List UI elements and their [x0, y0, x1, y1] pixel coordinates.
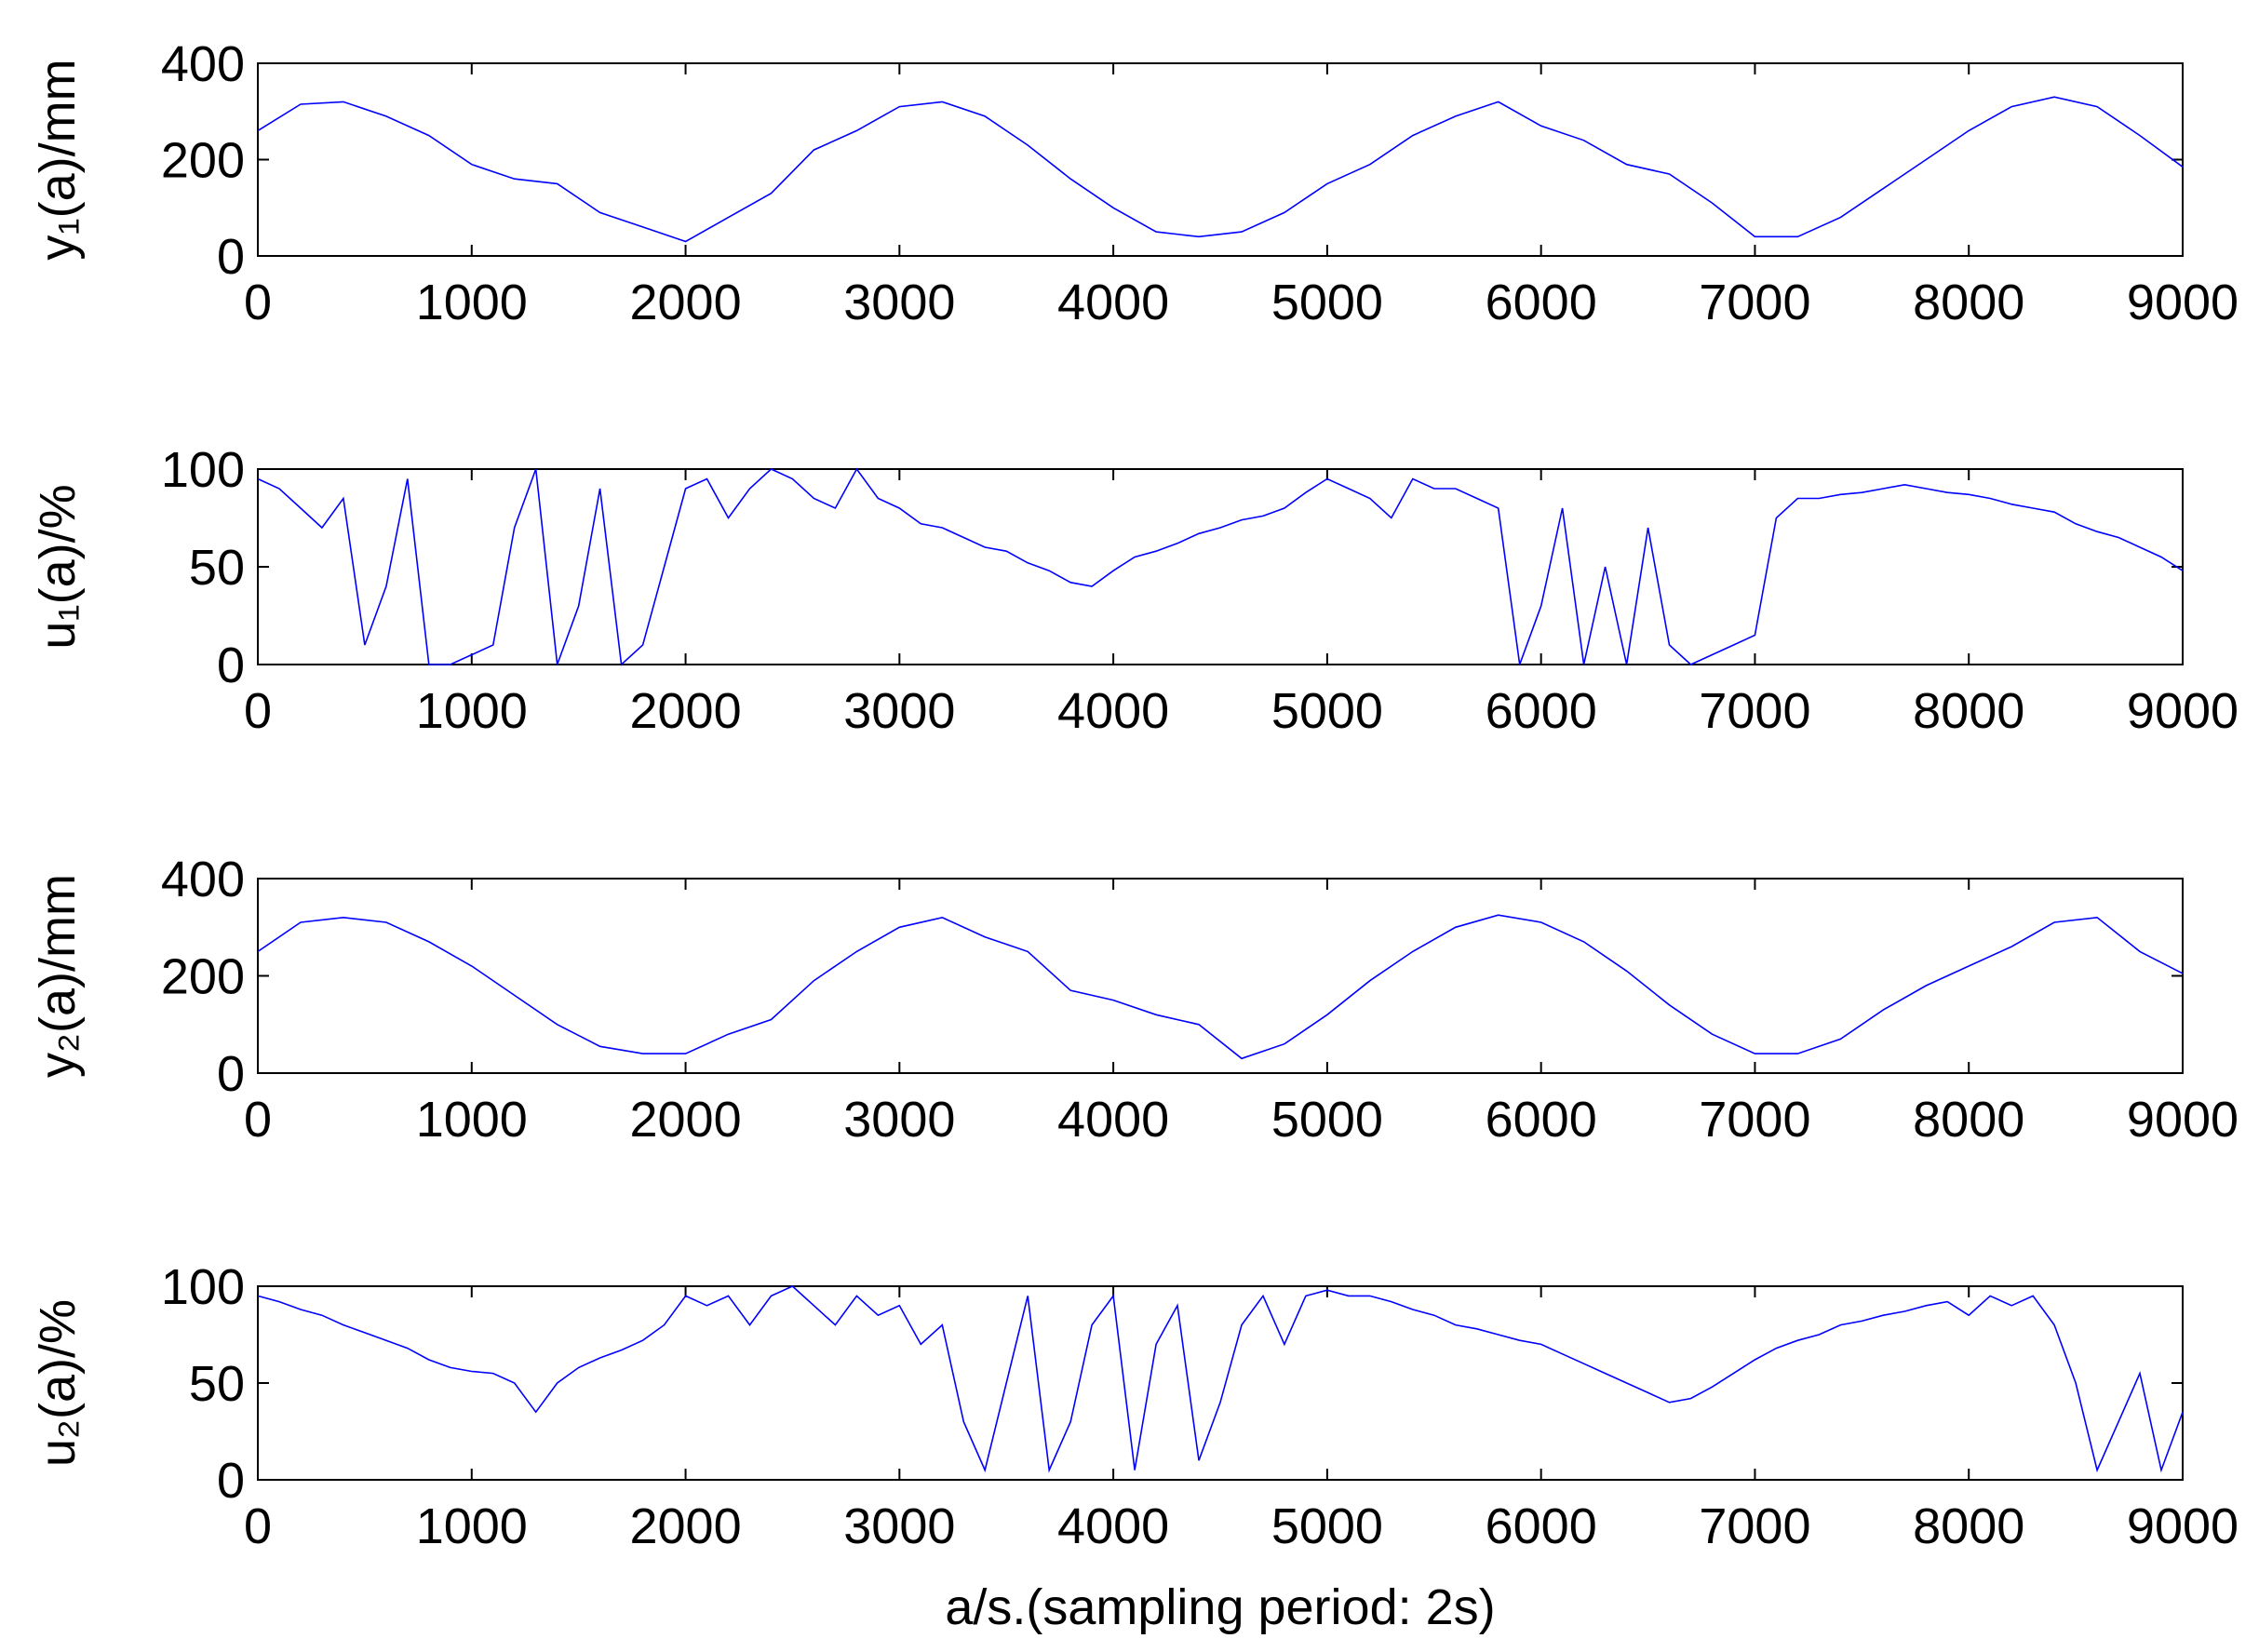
x-tick-label: 1000: [416, 1092, 528, 1148]
x-tick-label: 1000: [416, 683, 528, 739]
x-tick-label: 2000: [629, 1092, 741, 1148]
x-tick-label: 3000: [843, 1498, 955, 1554]
x-tick-label: 7000: [1699, 1498, 1810, 1554]
y-tick-label: 200: [161, 133, 245, 189]
x-tick-label: 5000: [1271, 1092, 1383, 1148]
y-tick-label: 0: [217, 638, 245, 693]
x-tick-label: 0: [244, 683, 272, 739]
data-line: [257, 914, 2184, 1060]
y-tick-label: 0: [217, 1046, 245, 1102]
x-tick-label: 6000: [1486, 1092, 1597, 1148]
y-tick-label: 50: [189, 540, 245, 596]
x-tick-label: 3000: [843, 683, 955, 739]
x-tick-label: 7000: [1699, 275, 1810, 330]
x-tick-label: 0: [244, 1092, 272, 1148]
x-tick-label: 5000: [1271, 683, 1383, 739]
x-tick-label: 6000: [1486, 683, 1597, 739]
y-tick-label: 400: [161, 36, 245, 92]
x-tick-label: 4000: [1057, 1498, 1169, 1554]
x-tick-label: 3000: [843, 1092, 955, 1148]
x-tick-label: 0: [244, 1498, 272, 1554]
x-tick-label: 4000: [1057, 1092, 1169, 1148]
y-tick-label: 0: [217, 229, 245, 285]
data-line: [257, 1285, 2184, 1473]
x-tick-label: 5000: [1271, 275, 1383, 330]
x-tick-label: 8000: [1913, 1092, 2024, 1148]
axes-box: [257, 62, 2184, 257]
x-tick-label: 9000: [2127, 1498, 2239, 1554]
y-tick-label: 200: [161, 949, 245, 1005]
x-tick-label: 4000: [1057, 275, 1169, 330]
y-tick-label: 400: [161, 852, 245, 907]
x-tick-label: 4000: [1057, 683, 1169, 739]
y-tick-label: 100: [161, 1259, 245, 1315]
y-axis-label: u₁(a)/%: [30, 484, 86, 649]
x-tick-label: 0: [244, 275, 272, 330]
y-axis-label: y₂(a)/mm: [30, 874, 86, 1078]
x-tick-label: 2000: [629, 683, 741, 739]
x-tick-label: 1000: [416, 1498, 528, 1554]
x-tick-label: 8000: [1913, 683, 2024, 739]
x-tick-label: 6000: [1486, 1498, 1597, 1554]
y-axis-label: u₂(a)/%: [30, 1299, 86, 1467]
axes-box: [257, 878, 2184, 1074]
y-tick-label: 50: [189, 1356, 245, 1412]
data-line: [257, 467, 2184, 666]
y-axis-label: y₁(a)/mm: [30, 59, 86, 260]
x-tick-label: 7000: [1699, 683, 1810, 739]
y-tick-label: 0: [217, 1453, 245, 1509]
x-tick-label: 9000: [2127, 683, 2239, 739]
x-tick-label: 8000: [1913, 275, 2024, 330]
x-tick-label: 2000: [629, 275, 741, 330]
x-tick-label: 7000: [1699, 1092, 1810, 1148]
axes-box: [257, 1285, 2184, 1481]
x-tick-label: 9000: [2127, 275, 2239, 330]
x-axis-label: a/s.(sampling period: 2s): [945, 1579, 1495, 1635]
x-tick-label: 1000: [416, 275, 528, 330]
x-tick-label: 6000: [1486, 275, 1597, 330]
x-tick-label: 5000: [1271, 1498, 1383, 1554]
x-tick-label: 2000: [629, 1498, 741, 1554]
x-tick-label: 9000: [2127, 1092, 2239, 1148]
x-tick-label: 8000: [1913, 1498, 2024, 1554]
x-tick-label: 3000: [843, 275, 955, 330]
y-tick-label: 100: [161, 442, 245, 498]
data-line: [257, 96, 2184, 243]
